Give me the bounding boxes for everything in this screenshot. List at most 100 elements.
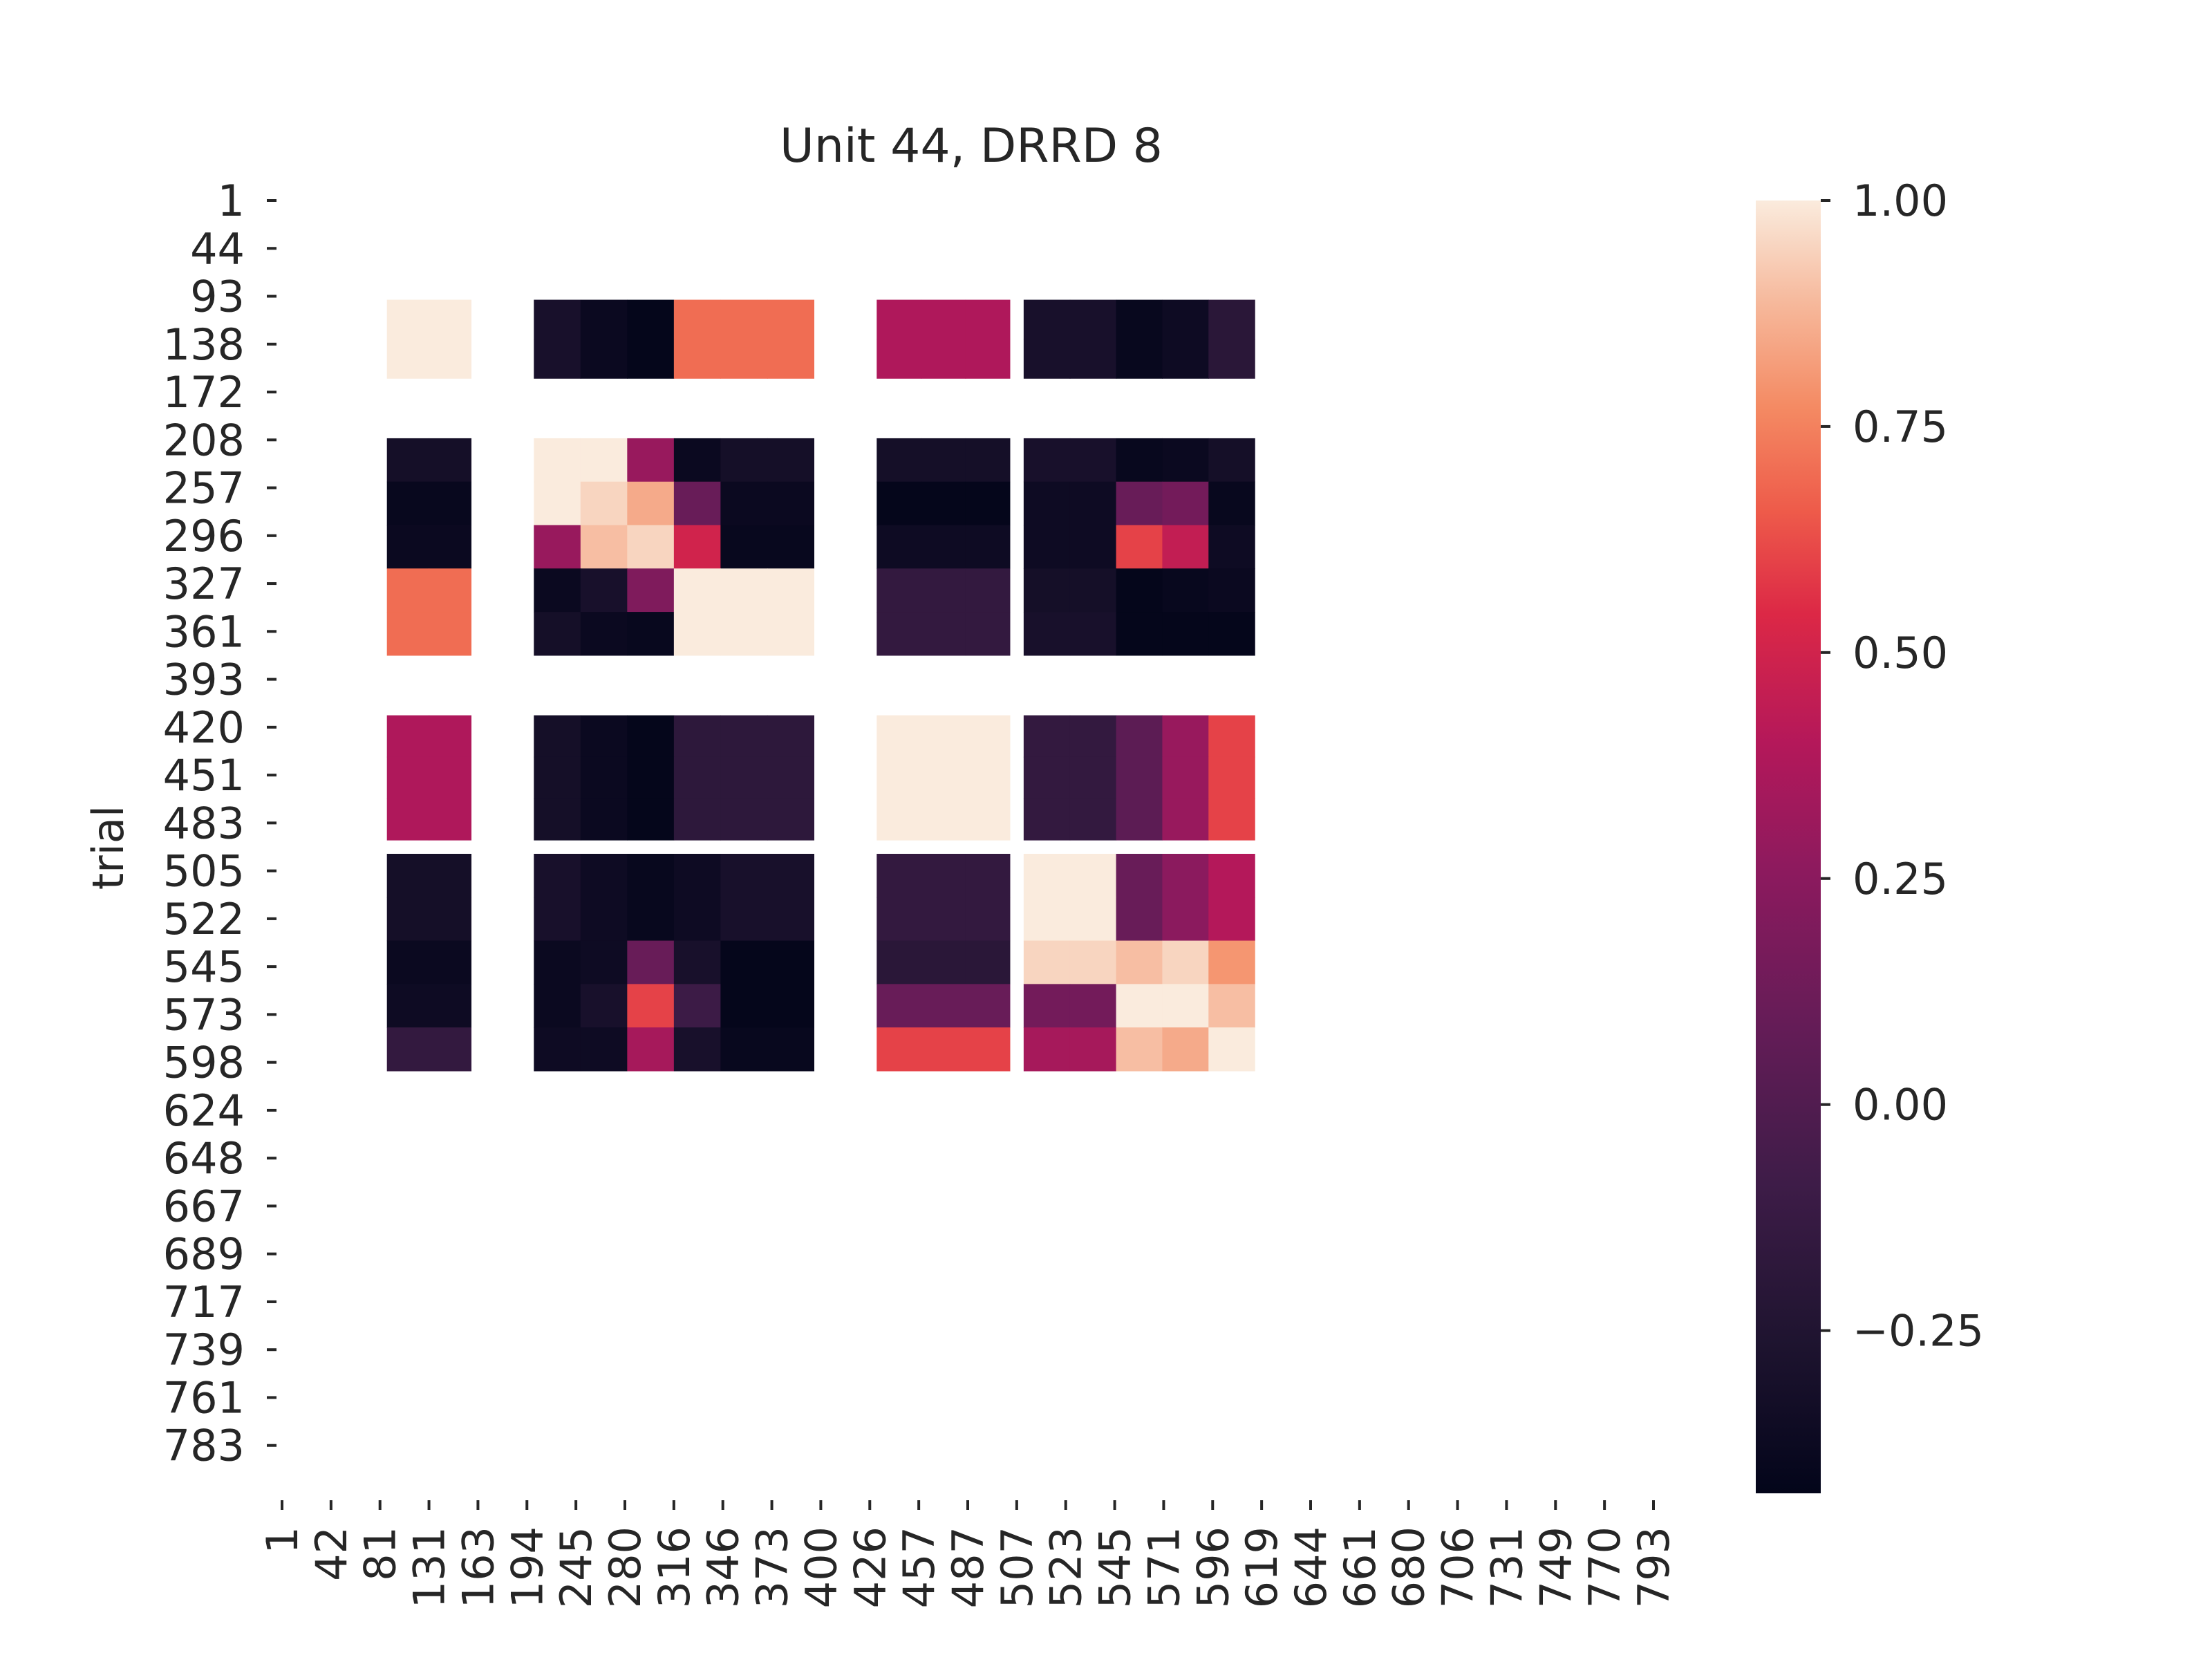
y-axis-label: trial xyxy=(83,805,133,890)
x-tick-label: 316 xyxy=(649,1526,700,1608)
colorbar-tick-label: 0.25 xyxy=(1853,854,1948,904)
x-tick-label: 245 xyxy=(551,1526,601,1608)
x-tick-label: 507 xyxy=(992,1526,1042,1608)
heatmap-cell xyxy=(534,854,581,897)
heatmap-cell xyxy=(1162,568,1208,612)
heatmap-cell xyxy=(1024,1027,1070,1071)
heatmap-cell xyxy=(581,525,628,569)
block-a-a xyxy=(387,300,471,379)
heatmap-cell xyxy=(387,525,429,569)
heatmap-cell xyxy=(387,941,429,984)
heatmap-cell xyxy=(1116,799,1163,841)
heatmap-cell xyxy=(720,941,767,984)
x-tick-label: 373 xyxy=(747,1526,798,1608)
heatmap-cell xyxy=(921,941,966,984)
heatmap-cell xyxy=(1024,941,1070,984)
heatmap-cell xyxy=(1208,568,1255,612)
y-tick-label: 93 xyxy=(190,272,245,322)
heatmap-cell xyxy=(1070,1027,1116,1071)
colorbar-tick-label: −0.25 xyxy=(1853,1306,1984,1356)
heatmap-cell xyxy=(966,438,1011,482)
heatmap-cell xyxy=(921,854,966,897)
heatmap-cell xyxy=(627,984,674,1027)
heatmap-cell xyxy=(429,339,471,378)
heatmap-cell xyxy=(581,854,628,897)
heatmap-cell xyxy=(966,1027,1011,1071)
heatmap-cell xyxy=(921,1027,966,1071)
x-tick-label: 545 xyxy=(1090,1526,1141,1608)
x-tick-label: 400 xyxy=(796,1526,846,1608)
heatmap-cell xyxy=(581,482,628,525)
heatmap-cell xyxy=(674,525,721,569)
y-tick-label: 451 xyxy=(163,750,245,801)
heatmap-cell xyxy=(429,525,471,569)
heatmap-cell xyxy=(877,300,921,339)
y-tick-label: 483 xyxy=(163,798,245,848)
block-d-a xyxy=(387,854,471,1072)
y-tick-label: 667 xyxy=(163,1181,245,1231)
heatmap-cell xyxy=(921,525,966,569)
heatmap-cell xyxy=(966,984,1011,1027)
x-tick-label: 81 xyxy=(355,1526,406,1581)
heatmap-cell xyxy=(877,339,921,378)
y-tick-label: 327 xyxy=(163,559,245,609)
heatmap-cell xyxy=(1162,1027,1208,1071)
x-tick-label: 280 xyxy=(600,1526,650,1608)
heatmap-cell xyxy=(767,854,814,897)
y-tick-label: 717 xyxy=(163,1277,245,1327)
heatmap-cell xyxy=(1162,799,1208,841)
x-tick-label: 163 xyxy=(453,1526,503,1608)
x-tick-label: 619 xyxy=(1237,1526,1287,1608)
heatmap-cell xyxy=(921,568,966,612)
heatmap-cell xyxy=(1162,300,1208,339)
heatmap-cell xyxy=(627,482,674,525)
heatmap-cell xyxy=(767,897,814,941)
y-tick-label: 420 xyxy=(163,702,245,753)
colorbar-ticks: 1.00 0.75 0.50 0.25 0.00 −0.25 xyxy=(1821,176,1984,1356)
heatmap-cell xyxy=(534,339,581,378)
x-tick-label: 571 xyxy=(1138,1526,1189,1608)
heatmap-cell xyxy=(767,757,814,799)
x-tick-label: 706 xyxy=(1433,1526,1483,1608)
y-tick-label: 783 xyxy=(163,1421,245,1471)
heatmap-cell xyxy=(1208,339,1255,378)
heatmap-cell xyxy=(627,716,674,758)
x-tick-label: 793 xyxy=(1629,1526,1679,1608)
y-tick-label: 624 xyxy=(163,1085,245,1136)
heatmap-cell xyxy=(720,1027,767,1071)
heatmap-cell xyxy=(627,1027,674,1071)
heatmap-cell xyxy=(921,799,966,841)
heatmap-cells xyxy=(387,300,1255,1072)
heatmap-cell xyxy=(1024,339,1070,378)
heatmap-cell xyxy=(534,757,581,799)
heatmap-cell xyxy=(1070,300,1116,339)
heatmap-cell xyxy=(877,799,921,841)
heatmap-cell xyxy=(429,1027,471,1071)
x-tick-label: 1 xyxy=(257,1526,308,1553)
heatmap-cell xyxy=(1024,482,1070,525)
heatmap-cell xyxy=(387,854,429,897)
heatmap-cell xyxy=(627,612,674,655)
y-tick-label: 545 xyxy=(163,942,245,992)
heatmap-cell xyxy=(966,300,1011,339)
block-d-d xyxy=(1024,854,1255,1072)
heatmap-cell xyxy=(1208,757,1255,799)
colorbar-tick-label: 0.50 xyxy=(1853,628,1948,678)
heatmap-cell xyxy=(429,941,471,984)
heatmap-cell xyxy=(1024,716,1070,758)
heatmap-cell xyxy=(1024,897,1070,941)
heatmap-cell xyxy=(1162,716,1208,758)
x-tick-label: 523 xyxy=(1041,1526,1091,1608)
heatmap-cell xyxy=(627,438,674,482)
heatmap-cell xyxy=(767,1027,814,1071)
y-tick-label: 739 xyxy=(163,1325,245,1375)
heatmap-cell xyxy=(1024,799,1070,841)
heatmap-cell xyxy=(966,612,1011,655)
heatmap-cell xyxy=(767,612,814,655)
heatmap-cell xyxy=(674,854,721,897)
x-tick-label: 487 xyxy=(943,1526,993,1608)
heatmap-cell xyxy=(581,799,628,841)
heatmap-cell xyxy=(1208,941,1255,984)
heatmap-cell xyxy=(877,716,921,758)
